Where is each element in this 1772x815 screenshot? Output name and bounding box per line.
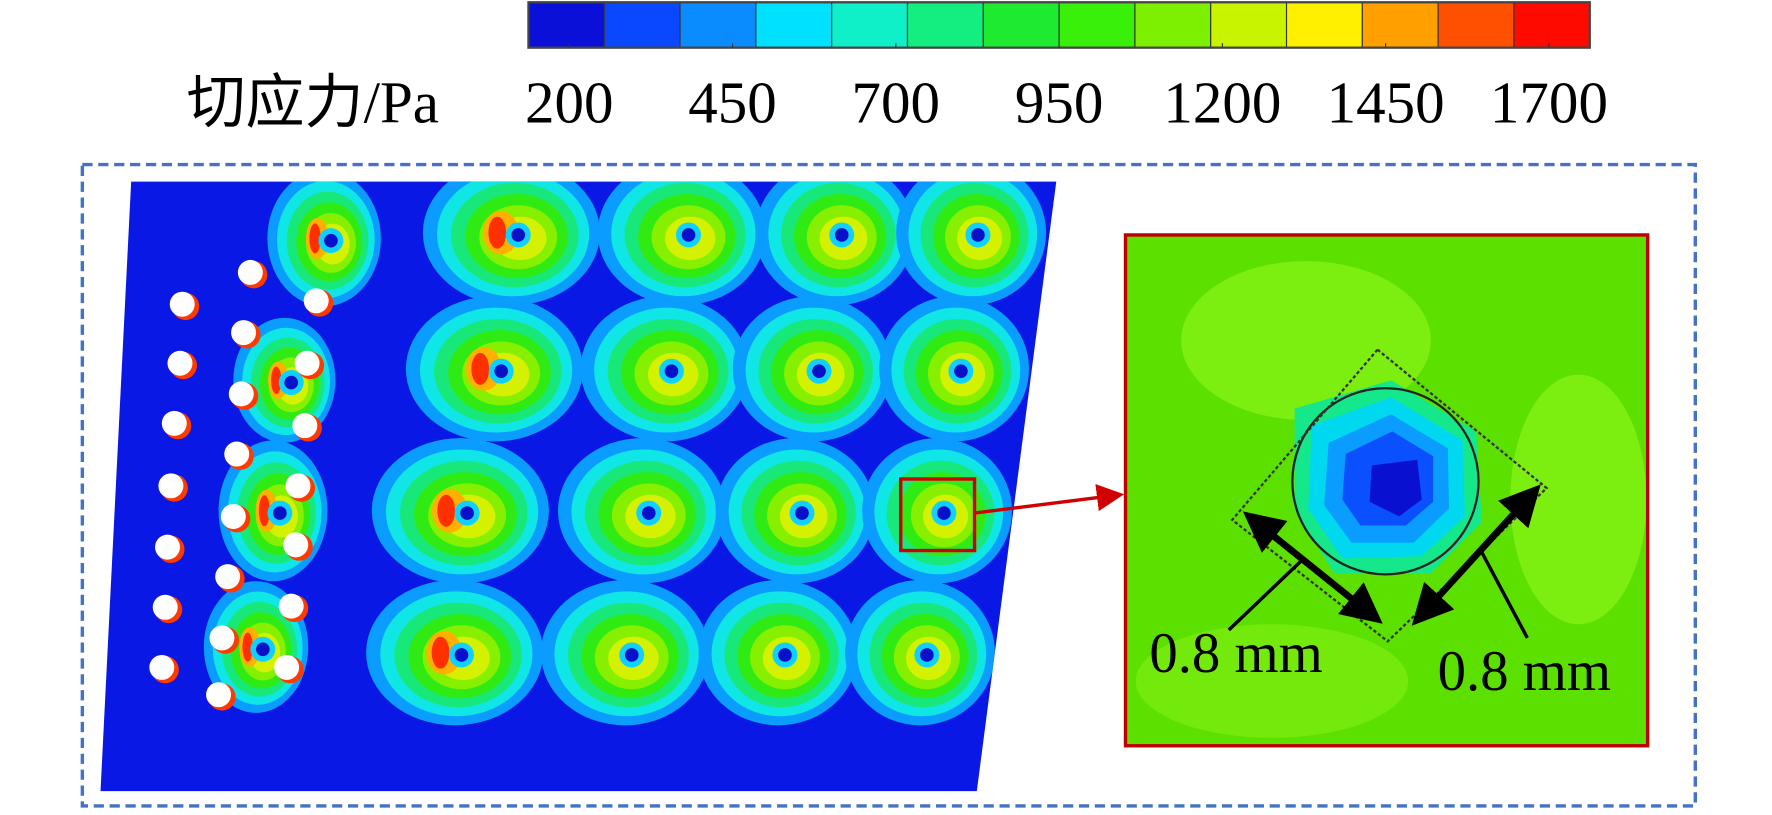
pin xyxy=(220,503,246,529)
contour-field xyxy=(149,181,1047,726)
hot-band xyxy=(471,352,490,385)
hot-band xyxy=(258,495,270,527)
hole xyxy=(273,506,287,520)
leader-line xyxy=(1227,557,1305,632)
dimension-label: 0.8 mm xyxy=(1438,640,1611,703)
hole xyxy=(937,506,951,520)
zoom-contour xyxy=(1369,459,1422,517)
hole xyxy=(284,375,299,390)
colorbar-segment xyxy=(527,1,605,49)
colorbar-segment xyxy=(1058,1,1136,49)
pin xyxy=(215,564,241,590)
hole xyxy=(454,648,469,662)
colorbar-label: 切应力/Pa xyxy=(187,70,439,136)
colorbar-segment xyxy=(679,1,757,49)
hole xyxy=(812,364,826,378)
colorbar-segment xyxy=(1285,1,1363,49)
pin xyxy=(294,350,320,376)
colorbar-tick-label: 1450 xyxy=(1327,70,1445,136)
pin xyxy=(149,654,175,680)
zoom-patch xyxy=(1181,261,1431,420)
hole xyxy=(641,506,656,520)
colorbar-segment xyxy=(982,1,1060,49)
pin xyxy=(228,381,254,407)
hole-circle xyxy=(1291,387,1480,576)
colorbar-segment xyxy=(1513,1,1591,49)
zoom-patch xyxy=(1510,374,1647,625)
leader-line xyxy=(1478,547,1529,639)
dashed-frame xyxy=(80,162,1698,808)
pin xyxy=(206,682,232,708)
zoom-patch xyxy=(1135,624,1409,738)
hole xyxy=(971,228,985,242)
hole xyxy=(954,364,968,378)
pin xyxy=(169,291,195,317)
hole xyxy=(664,364,679,378)
colorbar: 200 450 700 950 1200 1450 1700 xyxy=(525,1,1608,136)
colorbar-tick-label: 1700 xyxy=(1490,70,1608,136)
zoom-marker xyxy=(899,477,977,553)
colorbar-segment xyxy=(1134,1,1212,49)
hole xyxy=(460,506,474,520)
hot-band xyxy=(437,494,456,527)
hole xyxy=(624,648,639,662)
pin xyxy=(161,410,187,436)
hot-band xyxy=(488,216,507,249)
colorbar-tick-label: 700 xyxy=(852,70,941,136)
pin xyxy=(231,320,257,346)
zoom-view: 0.8 mm 0.8 mm xyxy=(1125,234,1648,746)
hole xyxy=(681,228,696,242)
hole xyxy=(920,648,934,662)
colorbar-tick-label: 450 xyxy=(688,70,777,136)
colorbar-segment xyxy=(603,1,681,49)
pin xyxy=(224,441,250,467)
colorbar-segment xyxy=(1210,1,1288,49)
colorbar-tick-label: 200 xyxy=(525,70,614,136)
pin xyxy=(167,350,193,376)
dimension-arrow xyxy=(1242,511,1383,624)
pin xyxy=(152,594,178,620)
colorbar-tick-label: 950 xyxy=(1015,70,1104,136)
pin xyxy=(303,288,329,314)
colorbar-segment xyxy=(906,1,984,49)
hot-band xyxy=(271,366,282,394)
hot-band xyxy=(309,223,321,254)
hole xyxy=(511,228,526,242)
dimension-label: 0.8 mm xyxy=(1149,622,1322,685)
pin xyxy=(154,534,180,560)
zoom-arrow xyxy=(974,484,1125,515)
hole xyxy=(324,233,338,248)
pin xyxy=(283,532,309,558)
pin xyxy=(285,473,311,499)
hole xyxy=(494,364,509,378)
hole xyxy=(795,506,809,520)
pin xyxy=(158,473,184,499)
pin xyxy=(209,625,235,651)
hole xyxy=(778,648,792,662)
colorbar-segment xyxy=(755,1,833,49)
hole xyxy=(834,228,849,242)
pin xyxy=(274,654,300,680)
hot-band xyxy=(242,632,253,662)
hole-square xyxy=(1230,348,1549,643)
colorbar-segment xyxy=(1361,1,1439,49)
colorbar-segment xyxy=(831,1,909,49)
zoom-border xyxy=(1123,233,1650,748)
pin xyxy=(237,259,263,285)
dimension-arrow xyxy=(1411,484,1541,626)
colorbar-segment xyxy=(1437,1,1515,49)
hole xyxy=(256,642,270,657)
pin xyxy=(292,413,318,439)
pin xyxy=(278,593,304,619)
colorbar-tick-label: 1200 xyxy=(1163,70,1281,136)
hot-band xyxy=(431,636,450,669)
